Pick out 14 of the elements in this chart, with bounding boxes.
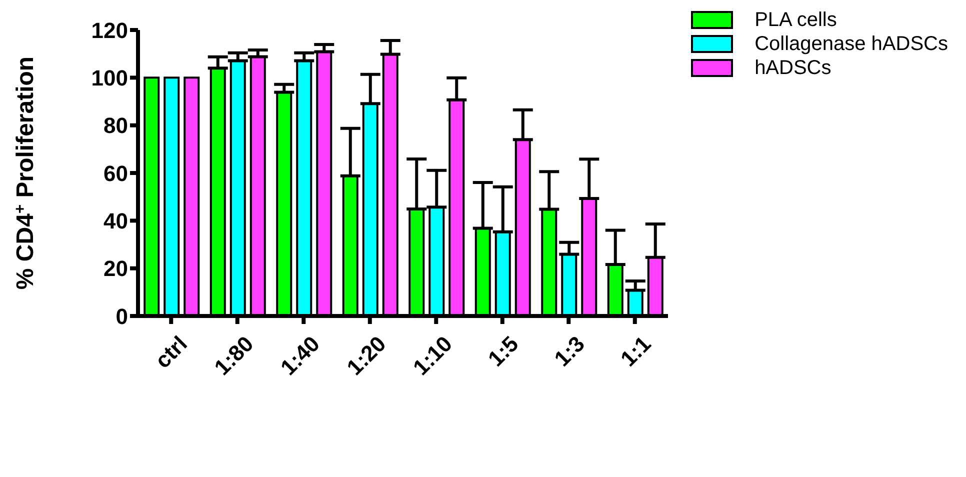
y-tick-label: 0 — [116, 304, 128, 329]
x-tick-label: 1:3 — [549, 331, 590, 372]
y-tick-label: 40 — [104, 208, 128, 234]
legend-label: hADSCs — [754, 56, 832, 80]
x-tick-label: ctrl — [150, 331, 192, 374]
legend-label: PLA cells — [754, 8, 837, 32]
y-tick-label: 80 — [104, 113, 128, 138]
y-tick-label: 60 — [104, 160, 128, 186]
y-tick-label: 100 — [91, 65, 128, 90]
legend-label: Collagenase hADSCs — [754, 32, 948, 56]
x-tick-label: 1:5 — [483, 331, 524, 372]
y-tick-label: 20 — [104, 256, 128, 282]
x-tick-label: 1:1 — [616, 331, 656, 372]
y-tick-label: 120 — [91, 18, 128, 43]
